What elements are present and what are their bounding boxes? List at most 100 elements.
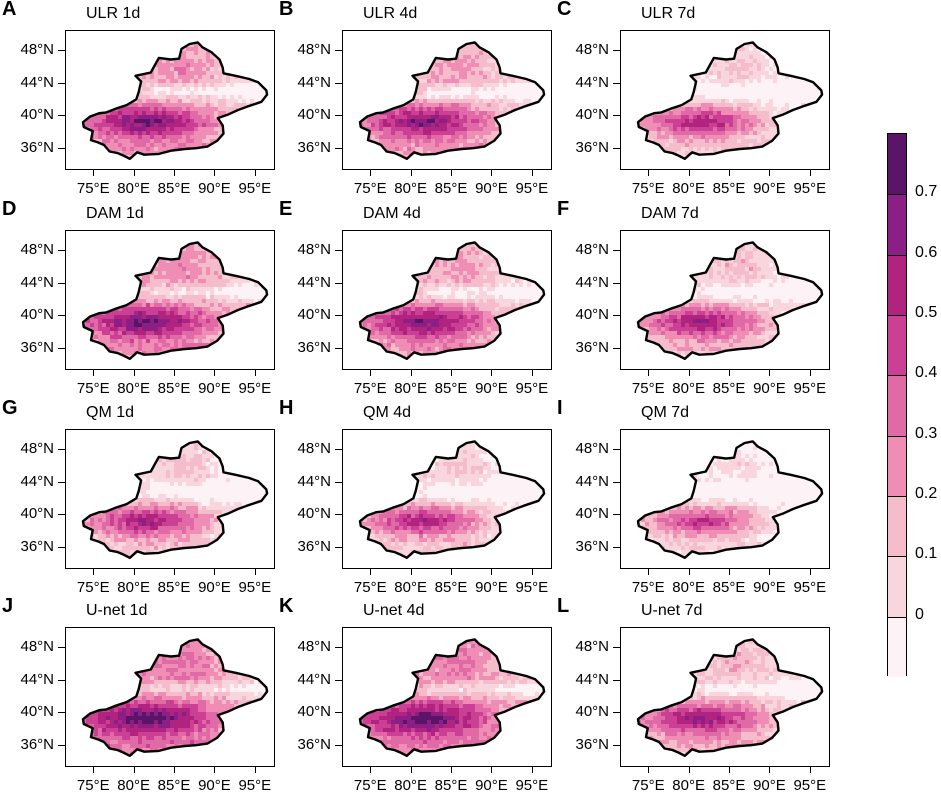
lon-tick: [688, 370, 690, 376]
map-svg: [81, 440, 269, 559]
map-svg: [636, 41, 824, 160]
colorbar-segment: [888, 134, 906, 195]
map-svg: [81, 41, 269, 160]
map-area: [620, 30, 830, 170]
lat-tick: [58, 82, 65, 84]
lat-label: 40°N: [271, 505, 331, 522]
lon-label: 80°E: [104, 180, 164, 197]
lon-tick: [133, 170, 135, 176]
panel-title: DAM 4d: [363, 205, 421, 223]
lon-tick: [729, 170, 731, 176]
lon-label: 80°E: [381, 180, 441, 197]
field-layer: [360, 42, 545, 159]
map-area: [342, 429, 552, 569]
lon-label: 90°E: [184, 777, 244, 794]
lat-tick: [613, 315, 620, 317]
map-area: [65, 230, 275, 370]
map-area: [65, 30, 275, 170]
map-area: [342, 627, 552, 767]
colorbar-segment: [888, 375, 906, 436]
lat-label: 48°N: [271, 638, 331, 655]
lat-tick: [613, 712, 620, 714]
lon-label: 85°E: [421, 777, 481, 794]
lat-label: 44°N: [549, 473, 609, 490]
map-area: [65, 429, 275, 569]
lat-tick: [335, 712, 342, 714]
lat-tick: [335, 82, 342, 84]
map-panel: G QM 1d 48°N 44°N 40°N 36°N 75°E 80°E 85°E 90°E 95…: [0, 397, 280, 601]
lat-tick: [613, 481, 620, 483]
lat-tick: [335, 745, 342, 747]
lat-tick: [335, 547, 342, 549]
region-boundary: [81, 638, 269, 757]
lat-label: 48°N: [549, 41, 609, 58]
lon-tick: [769, 370, 771, 376]
lon-label: 85°E: [144, 180, 204, 197]
map-panel: F DAM 7d 48°N 44°N 40°N 36°N 75°E 80°E 85°E 90°E 9…: [555, 198, 835, 402]
lat-tick: [58, 148, 65, 150]
field-layer: [638, 242, 823, 359]
colorbar-segment: [888, 194, 906, 255]
panel-letter: I: [557, 397, 563, 420]
panel-title: DAM 7d: [641, 205, 699, 223]
lat-label: 44°N: [0, 671, 54, 688]
map-panel: J U-net 1d 48°N 44°N 40°N 36°N 75°E 80°E 85°E 90°…: [0, 595, 280, 799]
lat-tick: [613, 115, 620, 117]
lon-tick: [531, 767, 533, 773]
lat-label: 40°N: [0, 505, 54, 522]
lat-tick: [613, 250, 620, 252]
lat-tick: [335, 250, 342, 252]
map-panel: D DAM 1d 48°N 44°N 40°N 36°N 75°E 80°E 85°E 90°E 9…: [0, 198, 280, 402]
panel-title: ULR 7d: [641, 5, 695, 23]
lon-tick: [174, 767, 176, 773]
lon-label: 95°E: [225, 380, 285, 397]
lat-tick: [335, 449, 342, 451]
map-area: [620, 627, 830, 767]
map-svg: [636, 241, 824, 360]
lat-label: 36°N: [0, 736, 54, 753]
lon-label: 95°E: [780, 380, 840, 397]
lat-tick: [613, 514, 620, 516]
lon-label: 75°E: [618, 579, 678, 596]
lon-tick: [688, 767, 690, 773]
lat-tick: [335, 647, 342, 649]
lon-tick: [133, 370, 135, 376]
panel-letter: B: [279, 0, 293, 21]
lon-label: 75°E: [340, 380, 400, 397]
panel-letter: H: [279, 397, 293, 420]
lat-label: 36°N: [271, 339, 331, 356]
panel-title: U-net 4d: [363, 602, 424, 620]
lon-label: 85°E: [144, 579, 204, 596]
panel-letter: D: [2, 198, 16, 221]
lat-tick: [613, 745, 620, 747]
lat-label: 48°N: [549, 638, 609, 655]
colorbar: [887, 133, 907, 677]
lat-tick: [58, 745, 65, 747]
lon-tick: [133, 569, 135, 575]
panel-letter: G: [2, 397, 18, 420]
lon-label: 90°E: [739, 777, 799, 794]
lon-label: 95°E: [780, 777, 840, 794]
lat-label: 48°N: [0, 241, 54, 258]
panel-letter: E: [279, 198, 292, 221]
lon-label: 90°E: [184, 180, 244, 197]
lat-tick: [58, 449, 65, 451]
lon-tick: [370, 170, 372, 176]
lat-tick: [58, 647, 65, 649]
lon-label: 90°E: [739, 579, 799, 596]
region-boundary: [358, 638, 546, 757]
lon-tick: [769, 767, 771, 773]
panel-title: U-net 1d: [86, 602, 147, 620]
lon-label: 75°E: [618, 777, 678, 794]
lat-tick: [613, 547, 620, 549]
map-panel: H QM 4d 48°N 44°N 40°N 36°N 75°E 80°E 85°E 90°E 95…: [277, 397, 557, 601]
panel-title: ULR 1d: [86, 5, 140, 23]
colorbar-segment: [888, 616, 906, 677]
lon-label: 85°E: [421, 380, 481, 397]
colorbar-segment: [888, 556, 906, 617]
field-layer: [360, 242, 545, 359]
lat-tick: [335, 148, 342, 150]
lon-tick: [688, 569, 690, 575]
lon-label: 85°E: [421, 180, 481, 197]
field-layer: [638, 441, 823, 558]
